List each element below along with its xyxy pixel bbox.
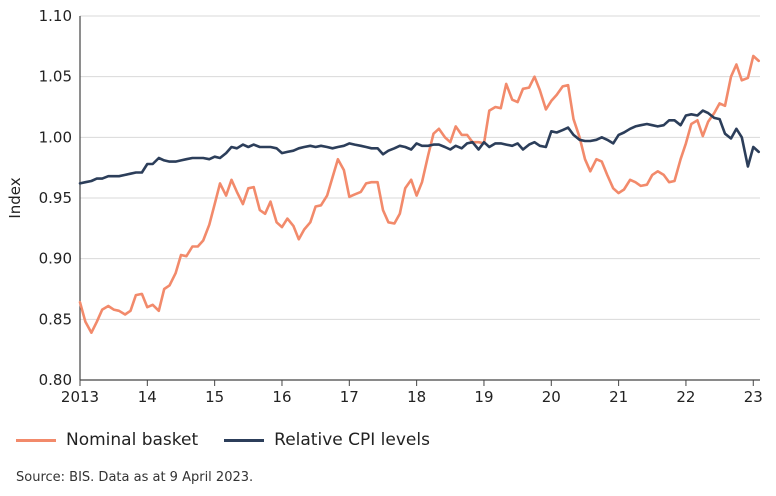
x-tick-label: 17 <box>340 388 359 406</box>
x-tick-label: 20 <box>542 388 561 406</box>
x-tick-label: 14 <box>138 388 157 406</box>
x-tick-label: 16 <box>272 388 291 406</box>
legend-item-nominal-basket: Nominal basket <box>16 430 198 450</box>
x-tick-label: 21 <box>609 388 628 406</box>
legend-item-relative-cpi: Relative CPI levels <box>224 430 430 450</box>
y-tick-label: 1.10 <box>39 7 72 25</box>
y-tick-label: 1.00 <box>39 128 72 146</box>
legend: Nominal basket Relative CPI levels <box>16 430 456 450</box>
series-line-relative-cpi-levels <box>78 109 760 185</box>
series-line-nominal-basket <box>78 54 760 334</box>
y-tick-label: 0.95 <box>39 189 72 207</box>
series-lines <box>78 54 760 334</box>
y-tick-label: 0.85 <box>39 310 72 328</box>
x-tick-label: 15 <box>205 388 224 406</box>
x-tick-labels: 2013 14 15 16 17 18 19 20 21 22 23 <box>61 388 763 406</box>
x-tick-label: 23 <box>744 388 763 406</box>
x-tick-label: 18 <box>407 388 426 406</box>
legend-label-nominal-basket: Nominal basket <box>66 430 199 450</box>
y-tick-label: 0.80 <box>39 371 72 389</box>
legend-swatch-nominal-basket <box>16 438 56 442</box>
y-tick-labels: 0.80 0.85 0.90 0.95 1.00 1.05 1.10 <box>39 7 72 389</box>
x-tick-label: 22 <box>676 388 695 406</box>
gridlines <box>80 15 760 381</box>
y-tick-label: 0.90 <box>39 250 72 268</box>
y-axis-title: Index <box>6 177 24 218</box>
x-tick-label: 19 <box>474 388 493 406</box>
x-tick-label: 2013 <box>61 388 99 406</box>
legend-label-relative-cpi: Relative CPI levels <box>274 430 430 450</box>
y-tick-label: 1.05 <box>39 68 72 86</box>
line-chart: 0.80 0.85 0.90 0.95 1.00 1.05 1.10 2013 14 15 16 1… <box>6 7 763 406</box>
legend-swatch-relative-cpi <box>224 438 265 442</box>
axes <box>79 16 760 386</box>
source-note: Source: BIS. Data as at 9 April 2023. <box>16 470 254 485</box>
